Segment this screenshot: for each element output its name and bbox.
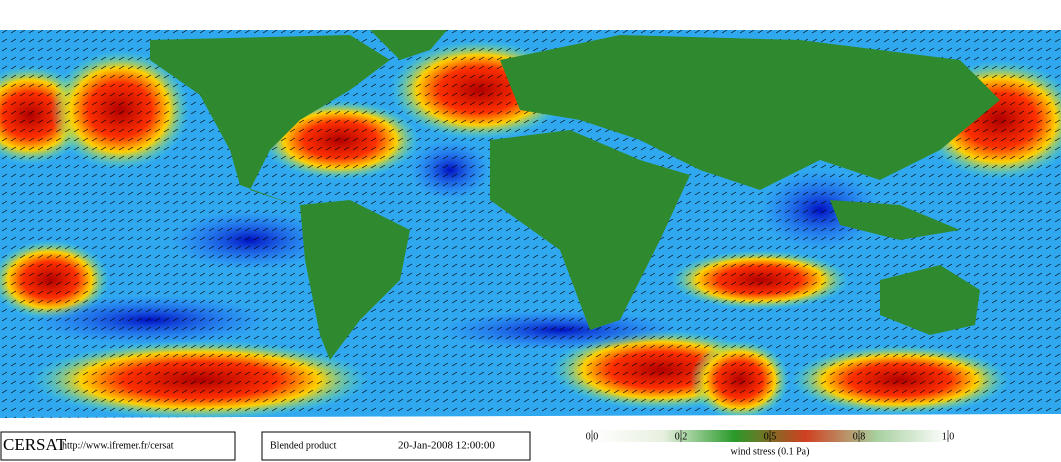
indonesia — [830, 200, 960, 240]
africa — [490, 130, 690, 330]
colorbar-tick-label: 0.2 — [675, 431, 688, 442]
colorbar-tick-label: 0.0 — [586, 431, 599, 442]
product-box — [261, 431, 531, 461]
colorbar-tick-label: 1.0 — [942, 431, 955, 442]
colorbar-tick-label: 0.8 — [853, 431, 866, 442]
land — [150, 15, 1000, 360]
product: Blended product — [270, 440, 337, 451]
colorbar-tick-label: 0.5 — [764, 431, 777, 442]
datetime: 20-Jan-2008 12:00:00 — [398, 440, 495, 452]
north-america — [150, 35, 390, 205]
australia — [880, 265, 980, 335]
logo-box — [0, 431, 236, 461]
eurasia — [500, 35, 1000, 190]
logo: CERSAT — [3, 435, 67, 454]
colorbar-label: wind stress (0.1 Pa) — [731, 446, 810, 457]
url: http://www.ifremer.fr/cersat — [62, 440, 174, 451]
south-america — [300, 200, 410, 360]
